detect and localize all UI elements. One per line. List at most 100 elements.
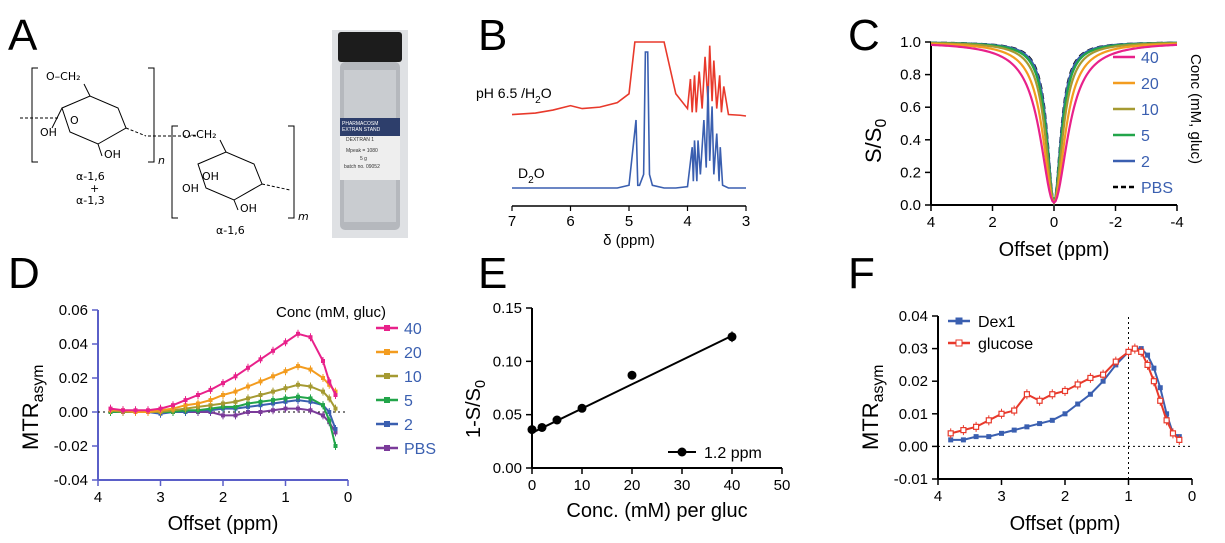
y-tick-label: 0.4 <box>900 132 921 149</box>
data-point <box>308 367 313 372</box>
data-point <box>948 437 954 443</box>
y-tick-label: 0.00 <box>899 438 928 455</box>
data-point <box>1049 391 1056 398</box>
y-tick-label: 0.00 <box>493 460 522 477</box>
x-tick-label: 2 <box>1061 488 1069 505</box>
data-point <box>246 365 250 370</box>
legend-marker <box>677 447 687 457</box>
data-point <box>208 387 213 392</box>
data-point <box>960 426 967 434</box>
series-label: pH 6.5 /H2O <box>476 85 552 106</box>
data-point <box>233 413 238 418</box>
data-point <box>1100 371 1107 378</box>
data-point <box>333 444 338 448</box>
chart-e-linear: 0 10 20 30 40 50 0.00 0.05 0.10 0.15 Conc. (mM) pe… <box>463 300 790 522</box>
data-point <box>196 393 200 397</box>
chem-text: OH <box>182 182 199 195</box>
data-point <box>998 410 1005 417</box>
spectrum-line-d2o <box>512 51 746 189</box>
legend-marker <box>384 445 390 451</box>
vial-text: Mpeak = 1080 <box>346 148 378 154</box>
y-tick-label: 0.01 <box>899 406 928 423</box>
legend-label: PBS <box>1141 180 1173 197</box>
vial-text: PHARMACOSM <box>342 121 378 127</box>
data-point <box>308 408 313 413</box>
x-axis-title: Offset (ppm) <box>1010 513 1121 535</box>
vial-text: EXTRAN STAND <box>342 127 381 133</box>
y-tick-label: -0.01 <box>894 471 928 488</box>
panel-label-b: B <box>478 11 508 60</box>
data-point <box>283 386 288 391</box>
legend-marker <box>384 349 390 355</box>
data-point <box>973 434 979 440</box>
legend-label: 40 <box>404 321 422 338</box>
legend-label: 40 <box>1141 50 1159 67</box>
vial-photo: PHARMACOSM EXTRAN STAND DEXTRAN 1 Mpeak … <box>332 30 408 238</box>
chem-text: + <box>90 182 99 195</box>
data-point <box>221 393 225 397</box>
panel-label-d: D <box>8 249 40 298</box>
data-point <box>283 396 288 401</box>
z-spectrum-line-10 <box>930 42 1178 206</box>
mtr-line-20 <box>110 365 337 413</box>
data-point <box>271 389 275 394</box>
x-tick-label: 4 <box>934 488 942 505</box>
data-point <box>246 384 250 389</box>
bracket-left-1 <box>31 67 38 163</box>
data-point <box>1157 397 1164 404</box>
legend-marker <box>955 317 963 325</box>
data-point <box>727 332 737 342</box>
data-point <box>1036 397 1043 404</box>
y-tick-label: 0.0 <box>900 197 921 214</box>
data-point <box>1138 348 1145 355</box>
chem-text: O–CH₂ <box>46 70 81 83</box>
data-point <box>296 406 300 411</box>
chem-text: n <box>158 154 165 167</box>
data-point <box>233 374 238 379</box>
y-axis-title: MTRasym <box>858 365 887 450</box>
data-point <box>321 389 325 394</box>
x-axis-title: δ (ppm) <box>603 232 655 249</box>
data-point <box>221 413 225 418</box>
fit-line <box>531 334 733 434</box>
chem-text: OH <box>104 148 121 161</box>
data-point <box>221 381 225 386</box>
data-point <box>146 408 150 413</box>
x-tick-label: 0 <box>1050 214 1058 231</box>
y-tick-label: 0.05 <box>493 407 522 424</box>
data-point <box>171 403 175 408</box>
data-point <box>1176 436 1183 443</box>
legend-marker <box>384 421 390 427</box>
data-point <box>296 382 300 387</box>
data-point <box>627 370 637 380</box>
data-point <box>233 404 238 409</box>
chart-f-dex-vs-glucose: 4 3 2 1 0 -0.01 0.00 0.01 0.02 0.03 0.04 Offset (pp… <box>858 308 1196 535</box>
x-tick-label: 6 <box>566 213 574 230</box>
vial-text: DEXTRAN 1 <box>346 137 374 143</box>
data-point <box>1125 348 1132 355</box>
chem-text: OH <box>40 126 57 139</box>
spectrum-line-h2o <box>511 41 747 117</box>
data-point <box>308 384 313 389</box>
data-point <box>1131 345 1138 352</box>
legend-marker <box>384 325 390 331</box>
chem-text: OH <box>202 170 219 183</box>
data-point <box>327 418 332 423</box>
data-point <box>1100 378 1106 384</box>
panel-label-f: F <box>848 249 875 298</box>
data-point <box>246 410 250 414</box>
data-point <box>246 401 250 406</box>
panel-label-a: A <box>8 11 38 60</box>
data-point <box>1151 365 1157 371</box>
data-point <box>1164 411 1170 417</box>
data-point <box>1062 411 1068 417</box>
data-point <box>1169 430 1177 437</box>
data-point <box>1037 421 1043 427</box>
x-tick-label: 7 <box>508 213 516 230</box>
x-tick-label: 0 <box>1188 488 1196 505</box>
bracket-right-1 <box>148 67 155 163</box>
x-tick-label: 3 <box>742 213 750 230</box>
x-tick-label: 3 <box>997 488 1005 505</box>
legend-title: Conc (mM, gluc) <box>1187 54 1204 164</box>
